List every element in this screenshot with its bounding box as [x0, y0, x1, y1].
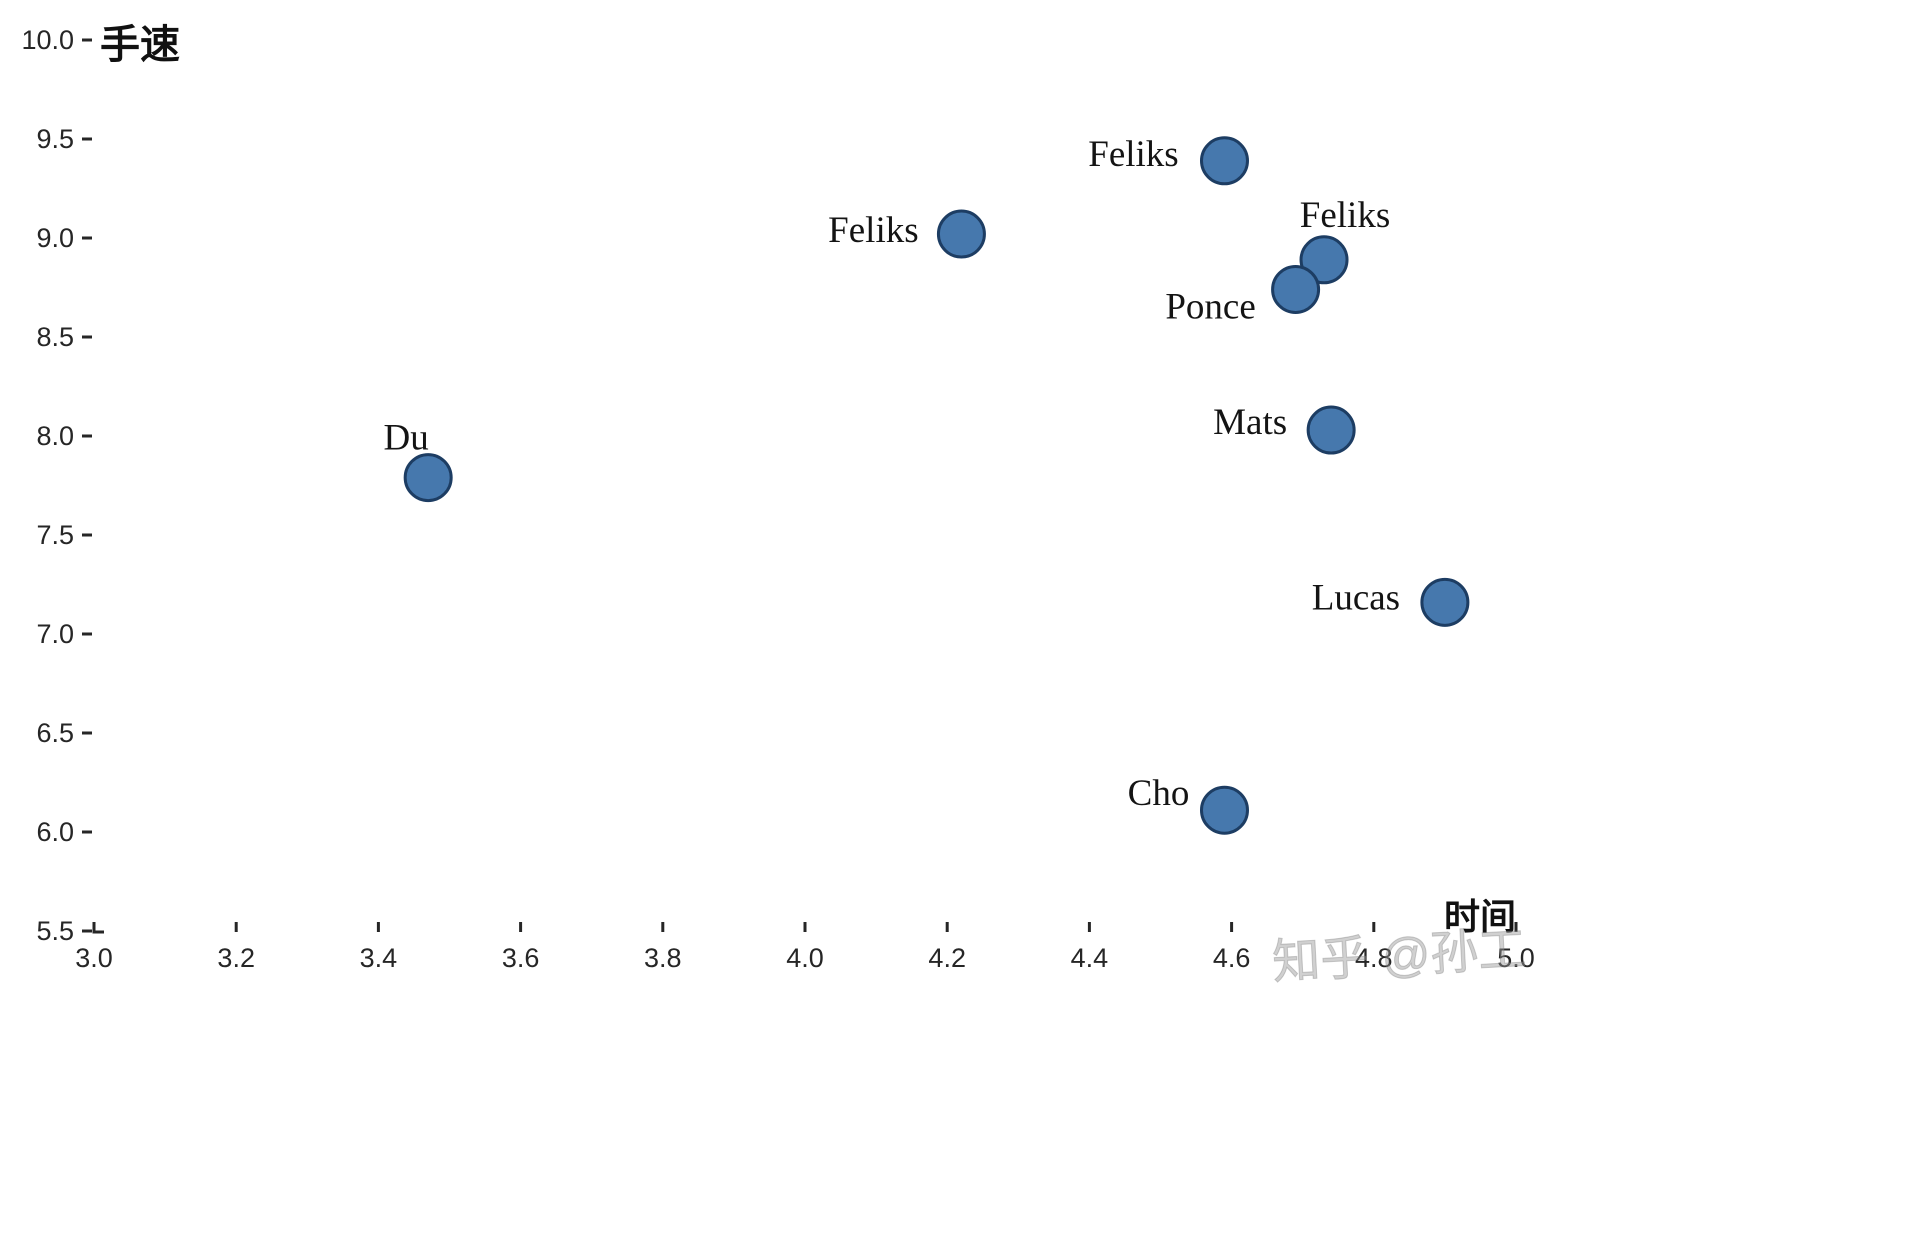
x-tick-label: 4.6 [1213, 943, 1251, 973]
point-label: Ponce [1165, 286, 1255, 327]
x-tick-label: 3.2 [217, 943, 255, 973]
point-label: Feliks [1088, 134, 1178, 175]
x-tick-label: 4.2 [928, 943, 966, 973]
y-tick-label: 9.5 [36, 124, 74, 154]
x-tick-label: 4.8 [1355, 943, 1393, 973]
data-point [1299, 235, 1349, 285]
x-tick-label: 4.4 [1071, 943, 1109, 973]
x-tick-label: 5.0 [1497, 943, 1535, 973]
y-axis-title: 手速 [100, 23, 180, 67]
x-tick-label: 3.6 [502, 943, 540, 973]
x-tick-label: 3.4 [360, 943, 398, 973]
x-tick-label: 3.8 [644, 943, 682, 973]
data-point [1306, 405, 1356, 455]
x-tick-label: 4.0 [786, 943, 824, 973]
y-tick-label: 8.0 [36, 421, 74, 451]
point-label: Lucas [1312, 577, 1400, 618]
data-point [1420, 577, 1470, 627]
point-label: Du [384, 418, 429, 459]
y-tick-label: 5.5 [36, 916, 74, 946]
y-tick-label: 9.0 [36, 223, 74, 253]
point-label: Cho [1128, 773, 1190, 814]
y-tick-label: 8.5 [36, 322, 74, 352]
point-label: Feliks [1300, 195, 1390, 236]
y-tick-label: 7.5 [36, 520, 74, 550]
axis-corner [92, 922, 104, 934]
data-point [936, 209, 986, 259]
x-tick-label: 3.0 [75, 943, 113, 973]
y-tick-label: 7.0 [36, 619, 74, 649]
point-label: Feliks [828, 210, 918, 251]
y-tick-label: 10.0 [21, 25, 74, 55]
data-point [1199, 785, 1249, 835]
x-axis-title: 时间 [1443, 896, 1516, 937]
data-point [403, 453, 453, 503]
y-tick-label: 6.5 [36, 718, 74, 748]
data-point [1271, 264, 1321, 314]
point-label: Mats [1213, 402, 1287, 443]
y-tick-label: 6.0 [36, 817, 74, 847]
data-point [1199, 136, 1249, 186]
